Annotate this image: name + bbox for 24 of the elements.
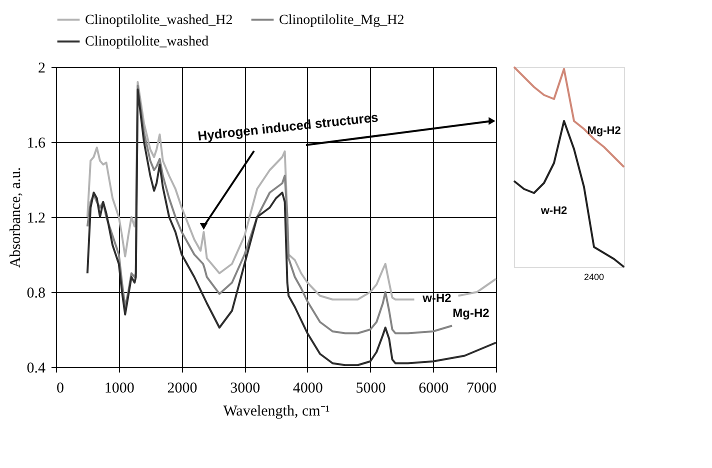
y-tick-label: 0.8	[26, 286, 46, 302]
x-tick-label: 1000	[104, 380, 134, 396]
x-axis-title: Wavelength, cm⁻¹	[223, 404, 330, 420]
x-tick-label: 5000	[356, 380, 386, 396]
legend-label: Clinoptilolite_Mg_H2	[279, 12, 404, 28]
x-tick-label: 2000	[167, 380, 198, 396]
line-series	[86, 88, 497, 366]
legend-label: Clinoptilolite_washed	[85, 34, 209, 50]
x-tick-label: 3000	[230, 380, 260, 396]
series-label: Mg-H2	[587, 125, 621, 137]
x-tick-label: 4000	[292, 380, 323, 396]
text: 2400	[584, 272, 604, 282]
annotation: Mg-H2	[452, 306, 490, 320]
x-tick-label: 6000	[418, 380, 449, 396]
x-tick-label: 7000	[466, 380, 496, 396]
series-label: w-H2	[540, 205, 568, 217]
y-tick-label: 1.2	[26, 210, 46, 226]
y-axis-title: Absorbance, a.u.	[8, 167, 24, 268]
y-tick-label: 1.6	[26, 136, 46, 152]
annotation: Hydrogen induced structures	[197, 110, 379, 144]
y-tick-label: 0.4	[26, 360, 46, 376]
legend-label: Clinoptilolite_washed_H2	[85, 12, 233, 28]
x-tick-label: 0	[56, 380, 64, 396]
y-tick-label: 2	[38, 60, 46, 76]
